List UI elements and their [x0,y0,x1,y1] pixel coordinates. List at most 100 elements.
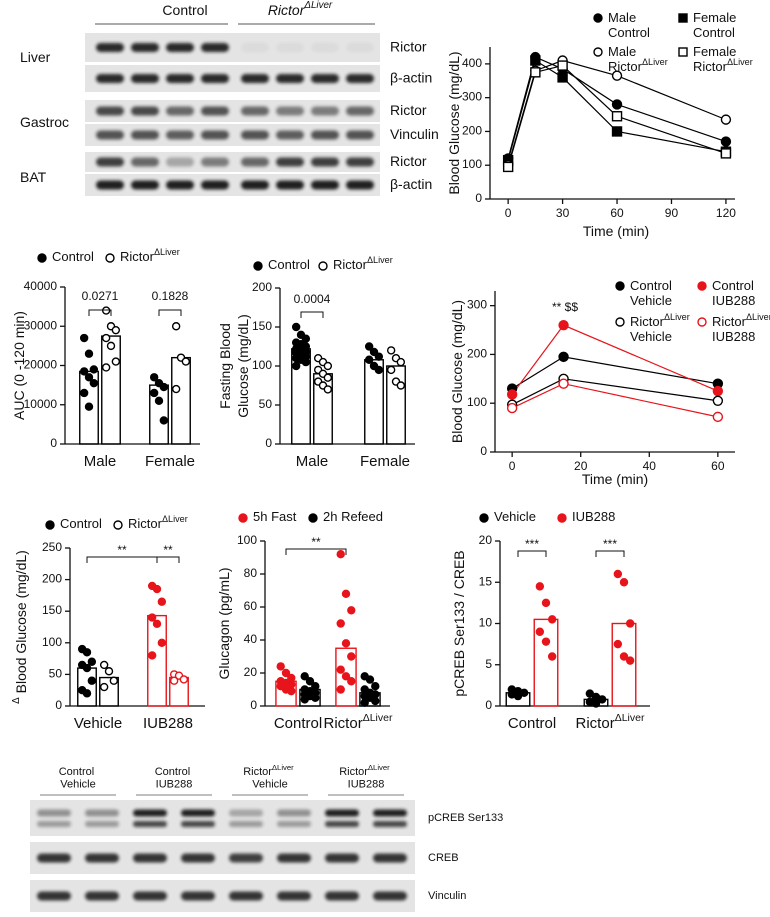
data-point [386,346,396,355]
blot-band [311,74,339,83]
data-point [541,637,551,646]
data-point [364,355,374,364]
blot-strip [85,174,380,196]
column-label: RictorΔLiver Vehicle [243,762,297,790]
data-point [341,589,351,598]
x-tick-label: 120 [716,206,736,220]
data-point [558,319,569,331]
data-point [557,60,568,71]
legend-label: 2h Refeed [323,509,383,524]
blot-band [96,157,124,167]
legend-marker [253,261,263,271]
data-point [84,402,94,411]
significance-bracket [595,550,625,557]
y-tick-label: 5 [485,657,492,671]
blot-band [85,853,119,863]
x-tick-label: 30 [556,206,570,220]
x-tick-label: 0 [509,459,516,473]
data-point [79,388,89,398]
y-axis-label: Glucose (mg/dL) [235,314,251,417]
data-point [84,373,94,382]
y-tick-label: 50 [49,667,63,681]
protein-label: Vinculin [428,890,466,902]
blot-band [166,43,194,52]
legend-marker [593,13,603,23]
blot-band [181,891,215,901]
blot-band [85,891,119,901]
bar [171,356,191,445]
data-point [364,342,374,351]
annotation: 0.0004 [294,292,331,306]
protein-label: Vinculin [390,126,439,142]
legend-label: Male RictorΔLiver [608,44,668,74]
blot-strip [85,124,380,146]
blot-band [277,821,311,827]
data-point [611,126,623,137]
data-point [519,688,529,697]
data-point [547,652,557,661]
blot-band [276,180,304,190]
blot-band [229,853,263,863]
blot-strip [30,800,415,836]
data-point [89,365,99,374]
y-tick-label: 100 [462,157,482,171]
significance-bracket [88,309,112,316]
data-point [157,638,167,647]
annotation: *** [603,537,617,551]
data-point [82,648,92,657]
y-tick-label: 0 [475,191,482,205]
data-point [84,349,94,358]
blot-band [346,43,374,52]
data-point [611,99,623,110]
legend-label: Control [52,249,94,264]
legend-label: RictorΔLiver [128,514,188,531]
y-tick-label: 50 [259,397,273,411]
y-tick-label: 200 [252,280,272,294]
legend-marker [615,317,625,327]
data-point [101,333,111,343]
y-axis-label: Glucagon (pg/mL) [216,567,232,679]
legend-marker [479,513,489,523]
blot-band [325,853,359,863]
data-point [613,569,623,579]
data-point [365,675,375,684]
significance-bracket [158,309,182,316]
blot-band [201,180,229,190]
legend-label: RictorΔLiver [120,247,180,264]
protein-label: β-actin [390,69,432,85]
blot-band [346,157,374,167]
data-point [336,685,345,694]
data-point [323,385,333,394]
blot-band [311,43,339,52]
series-line [511,356,718,390]
data-point [530,67,541,78]
blot-band [201,157,229,167]
bar [335,647,357,707]
blot-band [96,43,124,52]
significance-bracket [156,556,180,563]
bar [386,365,406,445]
x-tick-label: 60 [610,206,624,220]
legend-marker [678,47,688,57]
blot-band [373,821,407,827]
data-point [323,373,333,382]
data-point [369,347,379,357]
blot-strip [85,152,380,172]
data-point [530,55,541,66]
blot-band [346,180,374,190]
data-point [149,388,159,398]
group-label: Control [162,2,207,18]
y-tick-label: 100 [42,635,62,649]
significance-bracket [86,556,158,563]
y-tick-label: 200 [462,124,482,138]
protein-label: Rictor [390,38,427,54]
data-point [558,378,569,389]
data-point [712,385,724,397]
data-point [104,667,114,676]
data-point [152,584,162,594]
annotation: ** [117,543,127,557]
blot-band [241,106,269,116]
y-tick-label: 0 [480,444,487,458]
bar [99,676,119,707]
blot-strip [85,100,380,122]
